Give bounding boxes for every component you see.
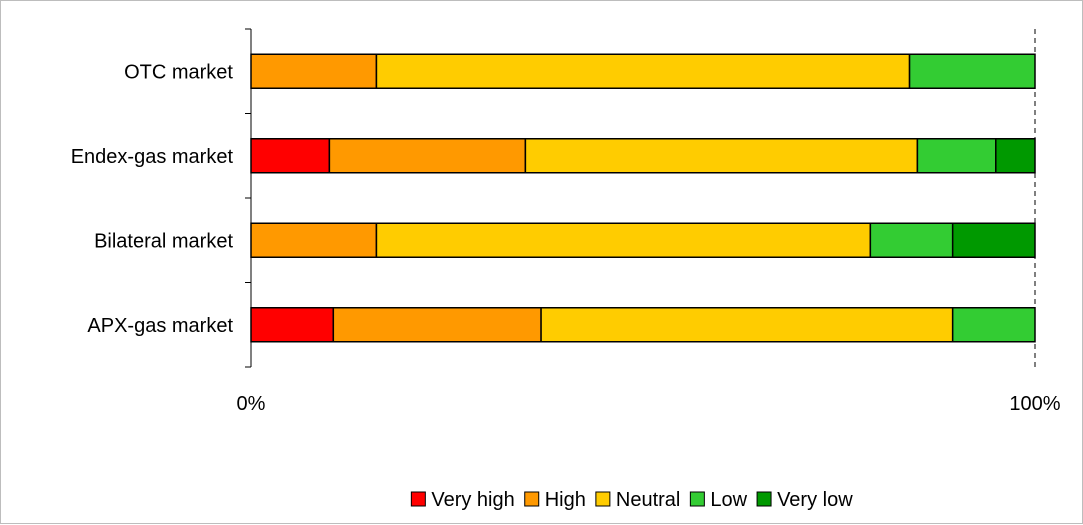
- bar-segment-high: [332, 307, 542, 343]
- bar-segment-low: [916, 138, 997, 174]
- legend-swatch-very-low: [756, 491, 772, 507]
- bar-segment-very-low: [951, 222, 1036, 258]
- legend-swatch-neutral: [595, 491, 611, 507]
- bar-segment-neutral: [375, 222, 872, 258]
- legend-swatch-high: [524, 491, 540, 507]
- legend-label: Very low: [777, 489, 853, 511]
- bar-segment-very-high: [250, 307, 335, 343]
- legend-label: Neutral: [616, 489, 680, 511]
- bar-segment-neutral: [524, 138, 919, 174]
- legend-label: Very high: [431, 489, 514, 511]
- bars-layer: [250, 53, 1036, 343]
- bar-segment-neutral: [540, 307, 954, 343]
- bar-segment-very-high: [250, 138, 331, 174]
- labels-layer: OTC market Endex-gas market Bilateral mark…: [71, 61, 1061, 415]
- bar-segment-low: [869, 222, 954, 258]
- bar-segment-neutral: [375, 53, 911, 89]
- x-tick-label: 0%: [237, 393, 266, 415]
- x-tick-label: 100%: [1009, 393, 1060, 415]
- category-label: APX-gas market: [87, 315, 233, 337]
- category-label: Endex-gas market: [71, 146, 234, 168]
- legend-label: Low: [710, 489, 747, 511]
- category-label: Bilateral market: [94, 230, 233, 252]
- axes-layer: [245, 28, 1036, 368]
- bar-segment-high: [250, 222, 378, 258]
- legend-swatch-low: [689, 491, 705, 507]
- bar-segment-very-low: [995, 138, 1036, 174]
- legend: Very high High Neutral Low Very low: [410, 489, 853, 511]
- bar-segment-high: [328, 138, 527, 174]
- bar-segment-high: [250, 53, 378, 89]
- legend-label: High: [545, 489, 586, 511]
- category-label: OTC market: [124, 61, 233, 83]
- bar-segment-low: [951, 307, 1036, 343]
- bar-segment-low: [908, 53, 1036, 89]
- legend-swatch-very-high: [410, 491, 426, 507]
